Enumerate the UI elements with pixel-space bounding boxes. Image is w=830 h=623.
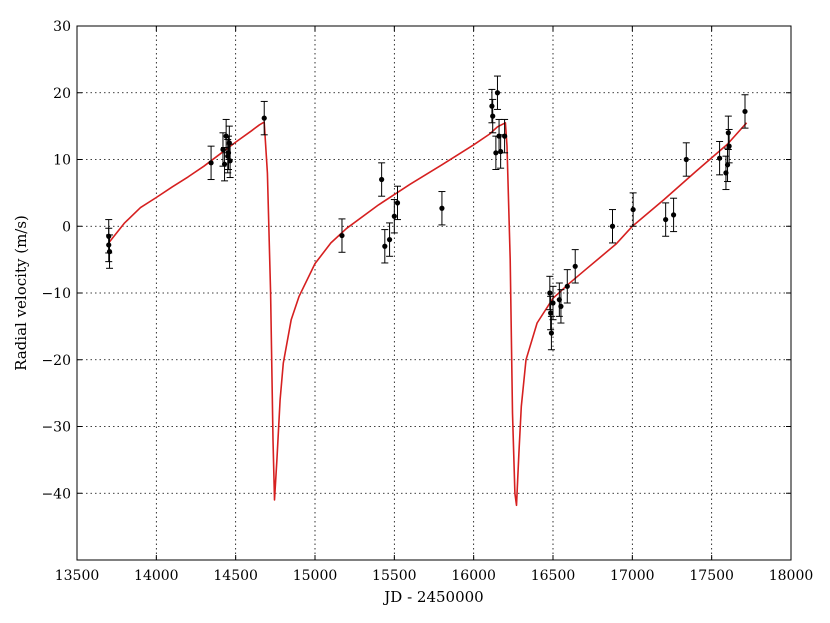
data-point-marker <box>724 162 731 168</box>
y-tick-label: −10 <box>41 286 71 302</box>
data-point <box>563 269 571 304</box>
data-point <box>629 192 637 227</box>
data-point-marker <box>208 160 214 166</box>
data-point-marker <box>564 283 570 289</box>
data-point <box>226 143 234 179</box>
data-point <box>557 289 565 324</box>
data-point-marker <box>717 155 723 161</box>
data-point-marker <box>558 303 564 309</box>
x-tick-label: 18000 <box>769 568 814 584</box>
x-tick-label: 14500 <box>213 568 258 584</box>
data-point <box>394 185 402 221</box>
plot-frame <box>76 25 792 561</box>
x-tick-label: 17500 <box>689 568 734 584</box>
data-point-marker <box>572 263 578 269</box>
y-tick-label: 20 <box>53 86 71 102</box>
data-point-marker <box>379 176 385 183</box>
data-point <box>501 118 509 154</box>
data-point <box>390 199 398 234</box>
y-tick-label: −20 <box>41 353 71 369</box>
data-point <box>546 275 554 311</box>
data-point <box>549 285 557 321</box>
data-point <box>670 197 678 233</box>
y-tick-label: 0 <box>62 219 71 235</box>
data-point-marker <box>548 330 555 336</box>
data-point-marker <box>683 156 689 163</box>
data-point-marker <box>489 103 495 109</box>
data-point-marker <box>502 133 508 139</box>
data-point <box>386 222 394 257</box>
data-point-marker <box>547 290 553 296</box>
data-point <box>609 209 616 244</box>
data-point-marker <box>742 108 748 115</box>
x-tick-label: 15000 <box>293 568 338 584</box>
y-tick-labels: −40 −30 −20 −10 0 10 20 30 <box>41 19 71 502</box>
data-point-marker <box>221 161 228 167</box>
data-point-marker <box>609 223 616 229</box>
data-point <box>493 75 501 110</box>
data-point <box>105 227 113 263</box>
data-point-marker <box>548 310 554 316</box>
data-points-layer <box>105 75 749 351</box>
data-point <box>260 100 268 136</box>
data-point <box>381 229 389 264</box>
data-point <box>662 202 670 237</box>
data-point-marker <box>494 90 501 96</box>
axis-ticks <box>76 25 792 560</box>
y-tick-label: 10 <box>53 153 71 169</box>
data-point-marker <box>439 205 445 211</box>
y-tick-label: −30 <box>41 420 71 436</box>
data-point-marker <box>106 242 112 248</box>
x-axis-label: JD - 2450000 <box>382 588 483 606</box>
data-point-marker <box>630 206 636 213</box>
data-point-marker <box>550 300 556 306</box>
data-point <box>338 218 346 253</box>
data-point-marker <box>227 158 233 164</box>
data-point-marker <box>106 249 113 255</box>
data-point-marker <box>339 232 345 239</box>
data-point-marker <box>391 213 397 219</box>
data-point-marker <box>670 212 677 218</box>
data-point <box>489 98 497 134</box>
x-tick-label: 17000 <box>610 568 655 584</box>
data-point-marker <box>382 243 388 249</box>
data-point <box>725 128 733 164</box>
data-point-marker <box>663 216 669 223</box>
data-point <box>378 162 386 197</box>
data-point <box>547 295 555 331</box>
y-tick-label: −40 <box>41 486 71 502</box>
data-point <box>438 191 446 226</box>
x-tick-label: 15500 <box>372 568 417 584</box>
y-tick-label: 30 <box>53 19 71 35</box>
data-point <box>682 142 690 177</box>
data-point <box>492 135 500 171</box>
data-point <box>741 94 749 129</box>
x-tick-label: 13500 <box>55 568 100 584</box>
data-point-marker <box>726 143 732 149</box>
x-tick-label: 16000 <box>451 568 496 584</box>
grid-lines <box>77 26 791 560</box>
y-axis-label: Radial velocity (m/s) <box>12 215 30 371</box>
data-point <box>716 140 724 176</box>
data-point <box>207 145 215 181</box>
x-tick-labels: 13500 14000 14500 15000 15500 16000 16500 17000… <box>55 568 814 584</box>
data-point-marker <box>261 115 267 121</box>
data-point-marker <box>490 113 496 119</box>
x-tick-label: 14000 <box>134 568 179 584</box>
data-point <box>571 249 579 284</box>
data-point-marker <box>394 200 401 206</box>
data-point-marker <box>725 130 731 136</box>
data-point <box>106 234 114 269</box>
data-point <box>547 315 555 351</box>
x-tick-label: 16500 <box>531 568 576 584</box>
data-point-marker <box>386 237 393 243</box>
